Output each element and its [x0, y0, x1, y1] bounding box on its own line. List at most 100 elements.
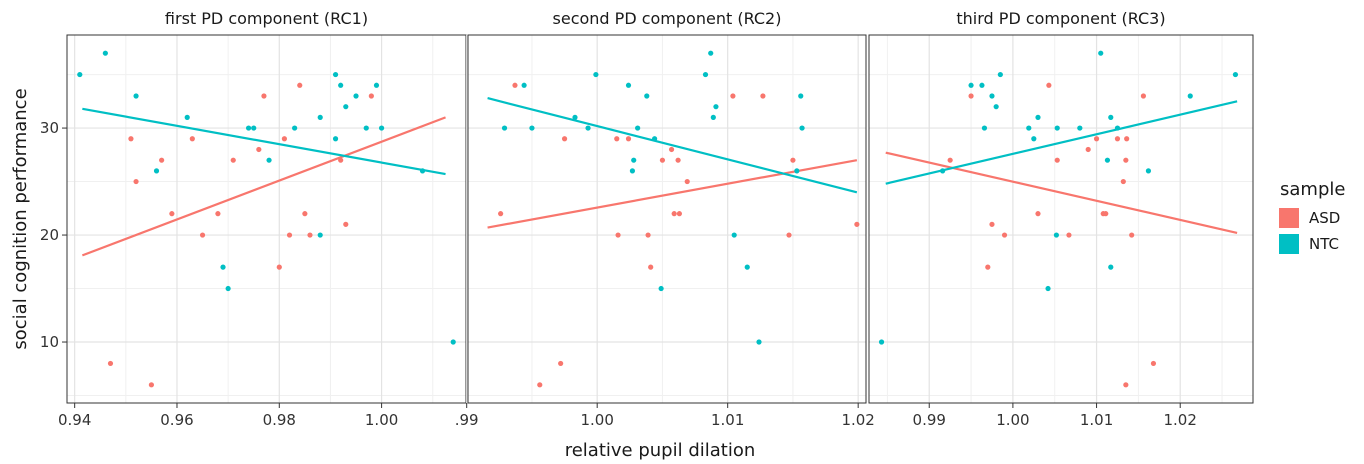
- point-asd: [368, 93, 374, 99]
- point-ntc: [251, 125, 257, 131]
- point-asd: [1046, 82, 1052, 88]
- point-ntc: [1114, 125, 1121, 131]
- point-asd: [648, 264, 654, 270]
- point-ntc: [1077, 125, 1083, 131]
- point-asd: [1093, 136, 1100, 142]
- point-ntc: [225, 285, 231, 292]
- point-asd: [615, 232, 621, 238]
- point-asd: [645, 232, 651, 238]
- point-asd: [1129, 232, 1135, 238]
- x-tick-label: 0.99: [913, 411, 946, 429]
- point-ntc: [799, 125, 805, 131]
- panel-background: [869, 35, 1253, 403]
- point-asd: [1150, 360, 1157, 367]
- point-asd: [256, 146, 262, 153]
- point-ntc: [585, 125, 591, 131]
- point-ntc: [1035, 114, 1041, 120]
- point-ntc: [153, 168, 160, 174]
- point-asd: [189, 136, 195, 142]
- point-ntc: [373, 82, 380, 88]
- point-ntc: [521, 82, 527, 88]
- fit-line-asd: [885, 151, 1238, 234]
- point-asd: [671, 211, 677, 217]
- point-asd: [1035, 211, 1041, 217]
- point-ntc: [292, 125, 298, 131]
- point-asd: [148, 382, 155, 388]
- panel-background: [67, 35, 466, 403]
- point-ntc: [940, 168, 946, 174]
- legend-key-ntc: [1279, 234, 1299, 254]
- point-ntc: [102, 50, 108, 56]
- x-tick-label: 1.00: [996, 411, 1029, 429]
- point-ntc: [317, 114, 323, 120]
- point-ntc: [1053, 232, 1059, 238]
- x-tick-label: 0.94: [58, 411, 91, 429]
- point-asd: [512, 82, 518, 88]
- legend: sample ASD NTC: [1279, 179, 1345, 254]
- point-asd: [1103, 211, 1109, 217]
- legend-key-asd: [1279, 208, 1299, 228]
- point-ntc: [981, 125, 988, 131]
- point-ntc: [1108, 114, 1114, 120]
- point-ntc: [1145, 168, 1152, 174]
- point-ntc: [635, 125, 641, 131]
- point-asd: [561, 136, 568, 142]
- point-ntc: [593, 71, 599, 78]
- x-tick-label: 1.01: [1080, 411, 1113, 429]
- point-asd: [307, 232, 313, 238]
- point-ntc: [343, 104, 349, 110]
- facets-layer: first PD component (RC1) 0.94 0.96 0.98 1.00…: [40, 9, 1254, 429]
- point-ntc: [378, 125, 385, 131]
- fit-line-asd: [81, 116, 446, 257]
- point-asd: [730, 93, 736, 99]
- x-tick-label: .99: [455, 411, 479, 429]
- point-ntc: [245, 125, 252, 131]
- point-ntc: [652, 136, 658, 142]
- point-ntc: [363, 125, 369, 131]
- point-asd: [1066, 232, 1072, 238]
- point-asd: [854, 221, 860, 227]
- point-ntc: [702, 71, 709, 78]
- point-asd: [1124, 136, 1130, 142]
- point-asd: [989, 221, 995, 227]
- point-asd: [1114, 136, 1121, 142]
- facet-panel-3: third PD component (RC3) 0.99 1.00 1.01 1.02: [868, 9, 1254, 429]
- point-asd: [498, 211, 504, 217]
- point-asd: [684, 178, 690, 185]
- point-ntc: [1232, 71, 1239, 78]
- legend-label-ntc: NTC: [1309, 235, 1339, 253]
- point-ntc: [979, 82, 985, 88]
- point-ntc: [658, 285, 664, 292]
- point-ntc: [1187, 93, 1193, 99]
- point-ntc: [1054, 125, 1060, 131]
- point-asd: [338, 157, 344, 163]
- point-asd: [676, 211, 682, 217]
- point-ntc: [644, 93, 650, 99]
- point-asd: [786, 232, 792, 238]
- point-ntc: [708, 50, 714, 56]
- point-asd: [286, 232, 293, 238]
- point-asd: [199, 232, 206, 238]
- point-asd: [537, 382, 543, 388]
- point-asd: [343, 221, 349, 227]
- x-tick-label: 0.96: [160, 411, 193, 429]
- point-asd: [790, 157, 796, 163]
- facet-title-2: second PD component (RC2): [553, 9, 782, 28]
- point-asd: [1085, 146, 1091, 153]
- point-ntc: [798, 93, 804, 99]
- point-ntc: [220, 264, 226, 270]
- point-asd: [1123, 382, 1129, 388]
- panel-border: [868, 34, 1254, 404]
- point-ntc: [710, 114, 716, 120]
- point-ntc: [731, 232, 737, 238]
- point-ntc: [1104, 157, 1111, 163]
- x-axis-title: relative pupil dilation: [565, 440, 756, 461]
- point-ntc: [744, 264, 750, 270]
- y-axis-title: social cognition performance: [10, 88, 31, 349]
- point-ntc: [625, 82, 632, 88]
- point-asd: [1001, 232, 1008, 238]
- legend-title: sample: [1280, 179, 1345, 200]
- point-asd: [625, 136, 632, 142]
- point-ntc: [332, 71, 339, 78]
